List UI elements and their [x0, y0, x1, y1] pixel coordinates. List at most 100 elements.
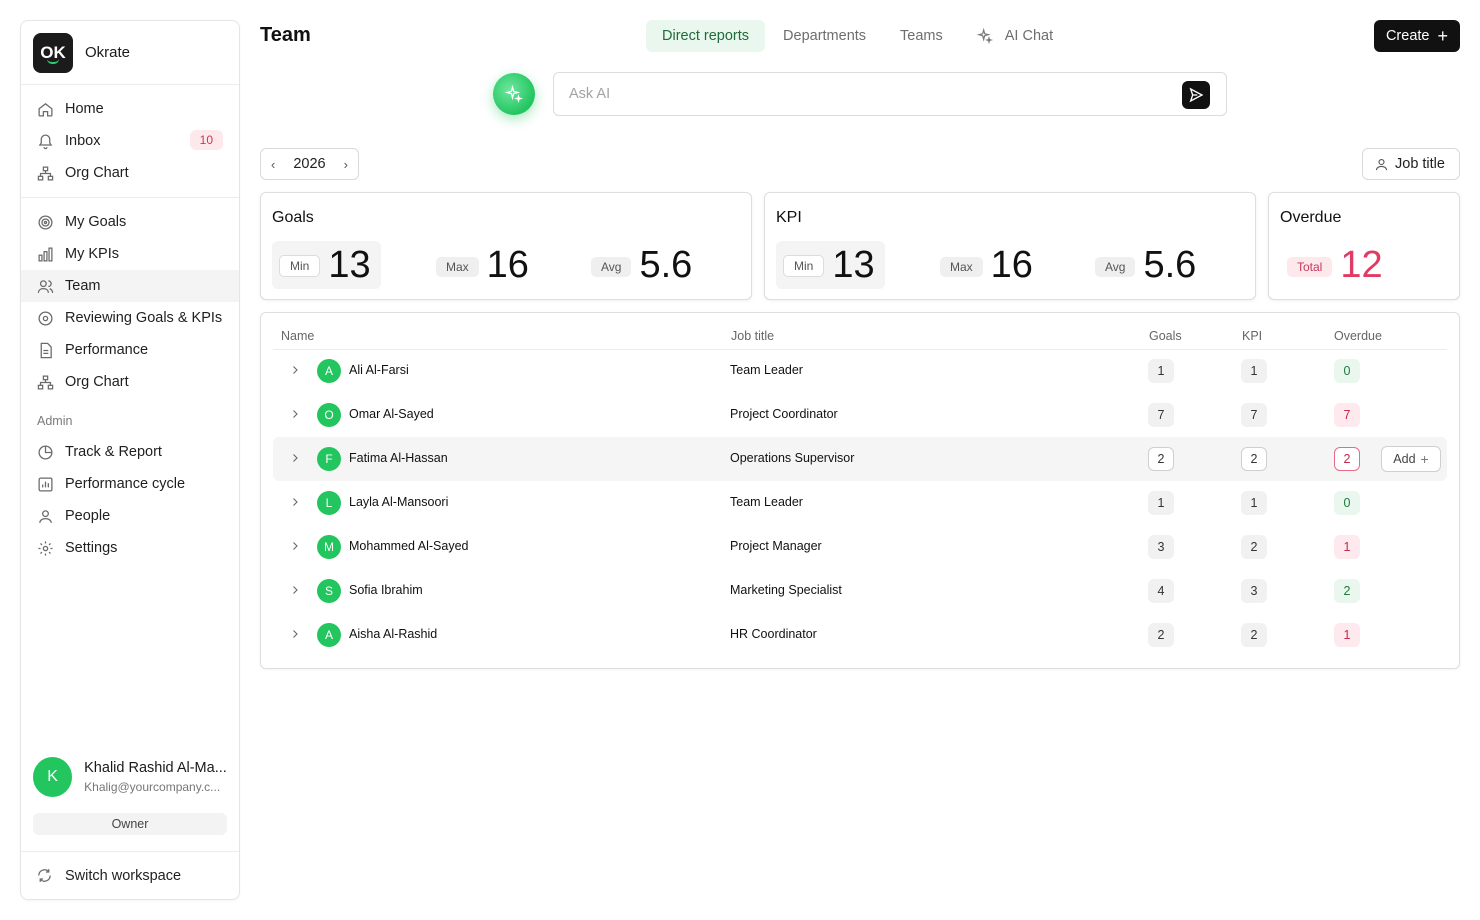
kpi-count-badge[interactable]: 2 — [1241, 623, 1267, 647]
add-button[interactable]: Add + — [1381, 446, 1441, 472]
refresh-icon — [36, 867, 54, 885]
send-button[interactable] — [1182, 81, 1210, 109]
stat-label: Avg — [1095, 257, 1136, 277]
kpi-count-badge[interactable]: 1 — [1241, 359, 1267, 383]
create-label: Create — [1385, 28, 1430, 44]
sidebar-item-my-kpis[interactable]: My KPIs — [21, 238, 239, 270]
user-row[interactable]: K Khalid Rashid Al-Ma... Khalig@yourcomp… — [33, 757, 227, 797]
switch-workspace-button[interactable]: Switch workspace — [21, 851, 239, 899]
chevron-right-icon[interactable] — [289, 539, 301, 557]
kpi-count-badge[interactable]: 3 — [1241, 579, 1267, 603]
sidebar-item-home[interactable]: Home — [21, 93, 239, 125]
tab-ai-chat[interactable]: AI Chat — [961, 20, 1069, 52]
chevron-right-icon[interactable] — [289, 495, 301, 513]
ai-input-box — [553, 72, 1227, 116]
overdue-count-badge[interactable]: 2 — [1334, 579, 1360, 603]
column-header-job-title[interactable]: Job title — [731, 329, 775, 343]
stat-value: 16 — [990, 244, 1033, 286]
sidebar-item-my-goals[interactable]: My Goals — [21, 206, 239, 238]
chevron-right-icon[interactable] — [289, 407, 301, 425]
tab-departments[interactable]: Departments — [783, 28, 867, 44]
member-name[interactable]: Sofia Ibrahim — [349, 583, 423, 597]
member-name[interactable]: Ali Al-Farsi — [349, 363, 409, 377]
goals-count-badge[interactable]: 2 — [1148, 447, 1174, 471]
sparkle-icon — [505, 85, 523, 103]
member-name[interactable]: Fatima Al-Hassan — [349, 451, 448, 465]
overdue-count-badge[interactable]: 0 — [1334, 491, 1360, 515]
table-row[interactable]: L Layla Al-Mansoori Team Leader 1 1 0 — [273, 481, 1447, 525]
table-row[interactable]: A Ali Al-Farsi Team Leader 1 1 0 — [273, 349, 1447, 393]
kpi-count-badge[interactable]: 1 — [1241, 491, 1267, 515]
chevron-right-icon[interactable]: › — [343, 156, 348, 172]
member-job-title: Team Leader — [730, 363, 803, 377]
stat-value: 12 — [1340, 244, 1383, 286]
create-button[interactable]: Create + — [1373, 20, 1460, 52]
overdue-card: Overdue Total 12 — [1268, 192, 1460, 300]
chevron-left-icon[interactable]: ‹ — [271, 156, 276, 172]
overdue-count-badge[interactable]: 1 — [1334, 623, 1360, 647]
sidebar-item-people[interactable]: People — [21, 500, 239, 532]
column-header-name[interactable]: Name — [281, 329, 315, 343]
card-title: Overdue — [1280, 209, 1342, 226]
chevron-right-icon[interactable] — [289, 363, 301, 381]
column-header-overdue[interactable]: Overdue — [1334, 329, 1382, 343]
sidebar-item-label: Performance cycle — [65, 476, 186, 492]
goals-count-badge[interactable]: 1 — [1148, 491, 1174, 515]
sidebar-item-team[interactable]: Team — [21, 270, 239, 302]
year-value: 2026 — [293, 156, 326, 172]
stat-label: Min — [279, 255, 321, 277]
kpi-count-badge[interactable]: 7 — [1241, 403, 1267, 427]
member-name[interactable]: Mohammed Al-Sayed — [349, 539, 469, 553]
sidebar-item-org-chart[interactable]: Org Chart — [21, 157, 239, 189]
user-email: Khalig@yourcompany.c... — [84, 780, 221, 794]
kpi-count-badge[interactable]: 2 — [1241, 535, 1267, 559]
goals-count-badge[interactable]: 1 — [1148, 359, 1174, 383]
chevron-right-icon[interactable] — [289, 583, 301, 601]
chevron-right-icon[interactable] — [289, 627, 301, 645]
sidebar-item-label: Reviewing Goals & KPIs — [65, 310, 223, 326]
kpi-card: KPI Min 13 Max 16 Avg 5.6 — [764, 192, 1256, 300]
overdue-count-badge[interactable]: 7 — [1334, 403, 1360, 427]
brand-logo: OK — [33, 32, 73, 73]
table-row[interactable]: A Aisha Al-Rashid HR Coordinator 2 2 1 — [273, 613, 1447, 657]
brand[interactable]: OK Okrate — [21, 21, 239, 85]
sidebar-item-settings[interactable]: Settings — [21, 532, 239, 564]
column-header-goals[interactable]: Goals — [1149, 329, 1182, 343]
sidebar-item-reviewing[interactable]: Reviewing Goals & KPIs — [21, 302, 239, 334]
goals-count-badge[interactable]: 7 — [1148, 403, 1174, 427]
sidebar-item-performance[interactable]: Performance — [21, 334, 239, 366]
goals-count-badge[interactable]: 3 — [1148, 535, 1174, 559]
tab-teams[interactable]: Teams — [900, 28, 943, 44]
plus-icon: + — [1420, 451, 1429, 467]
card-title: Goals — [272, 209, 314, 226]
sidebar-item-track-report[interactable]: Track & Report — [21, 436, 239, 468]
table-row[interactable]: S Sofia Ibrahim Marketing Specialist 4 3 2 — [273, 569, 1447, 613]
stat-value: 13 — [328, 244, 371, 286]
overdue-count-badge[interactable]: 2 — [1334, 447, 1360, 471]
table-row[interactable]: M Mohammed Al-Sayed Project Manager 3 2 1 — [273, 525, 1447, 569]
ai-orb-icon[interactable] — [493, 73, 535, 115]
column-header-kpi[interactable]: KPI — [1242, 329, 1263, 343]
member-name[interactable]: Aisha Al-Rashid — [349, 627, 438, 641]
member-name[interactable]: Layla Al-Mansoori — [349, 495, 449, 509]
tab-direct-reports[interactable]: Direct reports — [646, 20, 766, 52]
overdue-count-badge[interactable]: 1 — [1334, 535, 1360, 559]
member-name[interactable]: Omar Al-Sayed — [349, 407, 434, 421]
goals-avg-stat: Avg 5.6 — [591, 241, 692, 289]
table-row[interactable]: F Fatima Al-Hassan Operations Supervisor 2 2… — [273, 437, 1447, 481]
chevron-right-icon[interactable] — [289, 451, 301, 469]
job-title-filter-button[interactable]: Job title — [1362, 148, 1460, 180]
sidebar-item-label: Org Chart — [65, 374, 129, 390]
sidebar-item-inbox[interactable]: Inbox 10 — [21, 125, 239, 157]
avatar: F — [317, 447, 341, 471]
goals-count-badge[interactable]: 2 — [1148, 623, 1174, 647]
kpi-max-stat: Max 16 — [940, 241, 1033, 289]
overdue-count-badge[interactable]: 0 — [1334, 359, 1360, 383]
sidebar-item-performance-cycle[interactable]: Performance cycle — [21, 468, 239, 500]
ai-input[interactable] — [554, 73, 1154, 115]
table-row[interactable]: O Omar Al-Sayed Project Coordinator 7 7 7 — [273, 393, 1447, 437]
person-icon — [36, 507, 54, 525]
goals-count-badge[interactable]: 4 — [1148, 579, 1174, 603]
sidebar-item-org-chart-2[interactable]: Org Chart — [21, 366, 239, 398]
kpi-count-badge[interactable]: 2 — [1241, 447, 1267, 471]
